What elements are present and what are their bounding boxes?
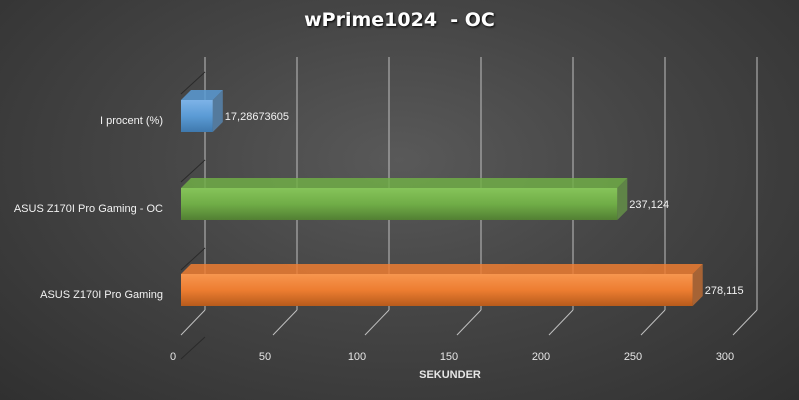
bar-top-face	[181, 90, 223, 100]
data-label: 237,124	[629, 199, 669, 211]
floor-gridline	[272, 309, 298, 336]
x-tick-label: 0	[170, 351, 176, 363]
data-label: 278,115	[705, 285, 744, 297]
bar-side-face	[617, 178, 628, 220]
floor-gridline	[180, 309, 206, 336]
bar-side-face	[692, 264, 703, 306]
x-tick-label: 200	[532, 351, 550, 363]
floor-gridline	[732, 309, 758, 336]
x-tick-label: 100	[348, 351, 366, 363]
x-tick-label: 300	[716, 351, 734, 363]
bar-top-face	[181, 264, 703, 274]
bar-side-face	[212, 90, 223, 132]
bar-front-face	[181, 274, 693, 306]
bar	[181, 178, 628, 220]
category-label: ASUS Z170I Pro Gaming - OC	[14, 203, 163, 215]
floor-gridline	[548, 309, 574, 336]
data-label: 17,28673605	[225, 111, 289, 123]
category-tick	[180, 247, 206, 271]
bar	[181, 264, 703, 306]
x-tick-label: 150	[440, 351, 458, 363]
category-tick	[180, 159, 206, 183]
x-tick-label: 50	[259, 351, 271, 363]
bar-front-face	[181, 100, 213, 132]
bar	[181, 90, 223, 132]
x-tick-label: 250	[624, 351, 642, 363]
bar-top-face	[181, 178, 628, 188]
category-label: I procent (%)	[100, 115, 163, 127]
x-axis-title: SEKUNDER	[419, 369, 481, 381]
category-label: ASUS Z170I Pro Gaming	[40, 289, 163, 301]
category-tick	[180, 336, 206, 360]
chart-title: wPrime1024 - OC	[304, 9, 495, 31]
floor-gridline	[640, 309, 666, 336]
bar-front-face	[181, 188, 618, 220]
category-tick	[180, 71, 206, 95]
floor-gridline	[456, 309, 482, 336]
floor-gridline	[364, 309, 390, 336]
